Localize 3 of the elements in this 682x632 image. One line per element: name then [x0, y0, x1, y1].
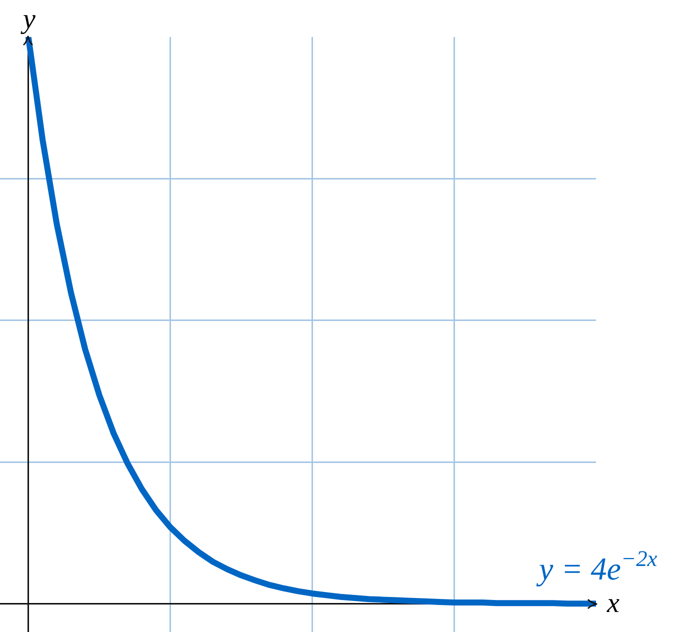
x-axis-title: x	[606, 588, 620, 619]
y-axis-title: y	[20, 4, 36, 35]
series-label: y = 4e$^{−2x}$	[536, 546, 658, 586]
